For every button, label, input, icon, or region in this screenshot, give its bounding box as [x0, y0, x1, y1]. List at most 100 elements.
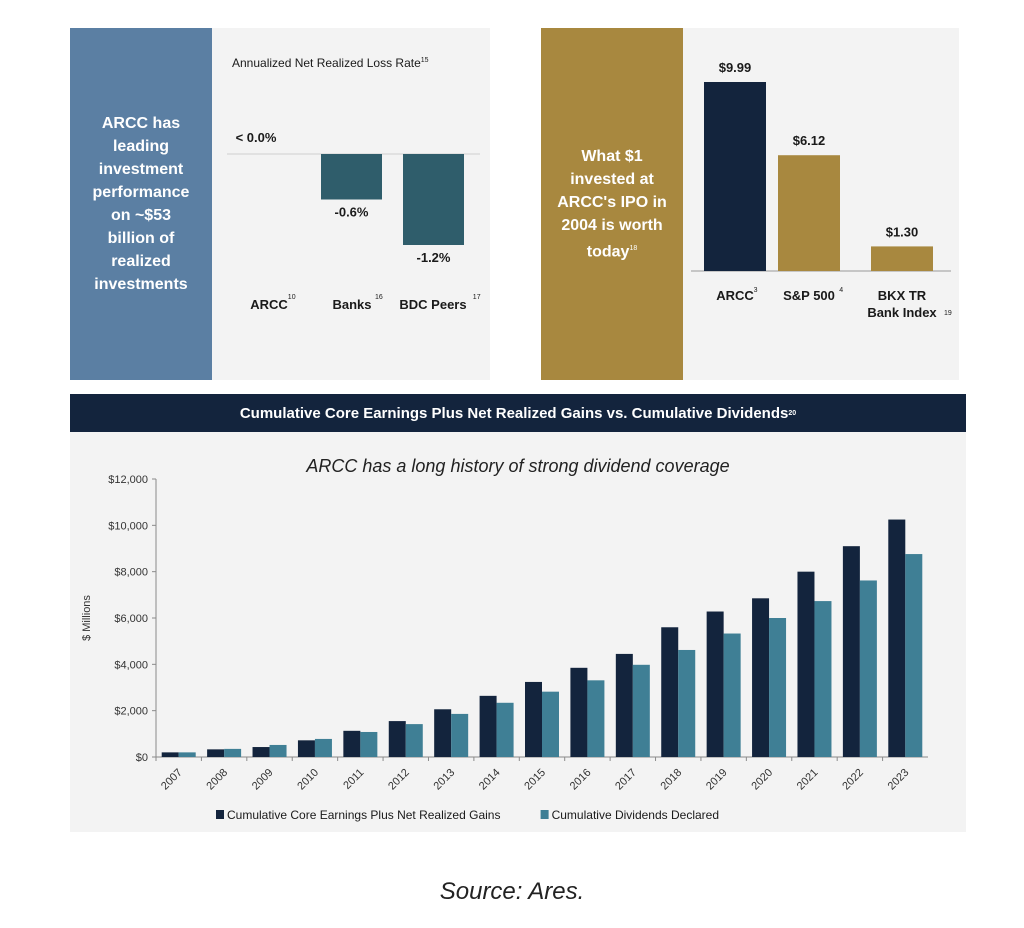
x-tick-label-5: 2012 [386, 767, 412, 793]
ipo-value-label-2: $1.30 [886, 224, 919, 239]
bar-s1-2023 [905, 554, 923, 757]
ipo-bar-0 [704, 82, 766, 271]
ipo-category-label-2-1: Bank Index [867, 305, 937, 320]
coverage-header: Cumulative Core Earnings Plus Net Realiz… [70, 394, 966, 432]
bar-s0-2015 [525, 681, 542, 757]
legend-swatch-0 [216, 810, 224, 819]
bar-s1-2021 [814, 601, 832, 757]
ipo-category-sup-1: 4 [839, 287, 843, 294]
x-tick-label-0: 2007 [159, 767, 185, 793]
bar-s1-2012 [405, 724, 423, 757]
y-tick-label-0: $0 [136, 752, 148, 764]
ipo-category-sup-0: 3 [754, 287, 758, 294]
y-tick-label-5: $10,000 [108, 520, 148, 532]
bar-s1-2019 [723, 633, 741, 757]
bar-s0-2022 [842, 546, 860, 757]
bar-s1-2013 [451, 713, 469, 757]
bar-s0-2020 [752, 598, 770, 757]
bar-s0-2013 [434, 709, 452, 757]
bar-s1-2016 [587, 680, 605, 757]
ipo-value-chart: $9.99 ARCC 3 $6.12 S&P 500 4 $1.30 BKX TR Bank I… [691, 60, 952, 320]
loss-bar-2 [403, 154, 464, 245]
ipo-category-sup-2: 19 [944, 310, 952, 317]
legend-label-0: Cumulative Core Earnings Plus Net Realiz… [227, 808, 500, 822]
legend-swatch-1 [540, 810, 549, 819]
loss-value-label-2: -1.2% [417, 250, 451, 265]
loss-category-sup-2: 17 [473, 294, 481, 301]
loss-rate-title-sup: 15 [420, 57, 429, 64]
loss-category-label-0: ARCC [250, 297, 288, 312]
performance-callout: ARCC has leading investment performance … [70, 28, 212, 380]
bar-s1-2020 [769, 618, 787, 757]
ipo-category-label-0-0: ARCC [716, 288, 754, 303]
x-tick-label-12: 2019 [704, 767, 730, 793]
bar-s0-2021 [797, 571, 815, 757]
loss-rate-chart: < 0.0% ARCC 10 -0.6% Banks 16 -1.2% BDC Peers 17 [227, 130, 481, 312]
coverage-chart: $0 $2,000 $4,000 $6,000 $8,000 $10,000 $12,000… [81, 474, 928, 822]
x-tick-label-3: 2010 [295, 767, 321, 793]
loss-value-label-1: -0.6% [335, 205, 369, 220]
ipo-bar-2 [871, 246, 933, 271]
bar-s1-2018 [678, 649, 696, 757]
ipo-category-label-1-0: S&P 500 [783, 288, 835, 303]
bar-s0-2023 [888, 519, 906, 757]
x-tick-label-9: 2016 [568, 767, 594, 793]
bar-s0-2007 [161, 752, 179, 757]
loss-category-label-2: BDC Peers [399, 297, 466, 312]
coverage-header-text: Cumulative Core Earnings Plus Net Realiz… [239, 404, 789, 422]
bar-s1-2014 [496, 702, 514, 757]
x-tick-label-6: 2013 [431, 767, 457, 793]
bar-s0-2017 [615, 653, 633, 757]
x-tick-label-16: 2023 [886, 767, 912, 793]
x-tick-label-2: 2009 [250, 767, 276, 793]
ipo-value-callout: What $1 invested at ARCC's IPO in 2004 i… [541, 28, 683, 380]
legend-label-1: Cumulative Dividends Declared [552, 808, 719, 822]
loss-rate-title-text: Annualized Net Realized Loss Rate [232, 56, 421, 70]
ipo-value-label-1: $6.12 [793, 133, 826, 148]
bar-s0-2019 [706, 611, 724, 757]
bar-s0-2009 [252, 747, 270, 757]
bar-s1-2010 [314, 738, 332, 757]
bar-s0-2016 [570, 667, 588, 757]
y-axis-label: $ Millions [81, 595, 93, 641]
bar-s1-2017 [632, 664, 650, 757]
x-tick-label-15: 2022 [840, 767, 866, 793]
x-tick-label-13: 2020 [749, 767, 775, 793]
loss-bar-1 [321, 154, 382, 200]
loss-category-sup-0: 10 [288, 294, 296, 301]
y-tick-label-2: $4,000 [114, 659, 148, 671]
bar-s0-2008 [207, 749, 225, 757]
ipo-value-callout-sup: 18 [629, 244, 638, 252]
loss-category-sup-1: 16 [375, 294, 383, 301]
bar-s1-2008 [224, 748, 242, 757]
bar-s0-2014 [479, 695, 497, 757]
bar-s1-2009 [269, 744, 287, 757]
x-tick-label-7: 2014 [477, 767, 503, 793]
x-tick-label-10: 2017 [613, 767, 639, 793]
bar-s1-2007 [178, 752, 196, 757]
bar-s1-2015 [542, 691, 559, 757]
x-tick-label-14: 2021 [795, 767, 821, 793]
bar-s0-2010 [297, 740, 315, 757]
bar-s0-2018 [661, 627, 679, 757]
loss-value-label-0: < 0.0% [236, 130, 277, 145]
ipo-bar-1 [778, 155, 840, 271]
y-tick-label-4: $8,000 [114, 567, 148, 579]
y-tick-label-6: $12,000 [108, 474, 148, 486]
ipo-value-label-0: $9.99 [719, 60, 752, 75]
bar-s1-2022 [859, 580, 877, 757]
bar-s0-2012 [388, 721, 406, 757]
coverage-subtitle: ARCC has a long history of strong divide… [306, 456, 730, 476]
x-tick-label-1: 2008 [204, 767, 230, 793]
x-tick-label-8: 2015 [522, 767, 548, 793]
ipo-category-label-2-0: BKX TR [878, 288, 927, 303]
source-note: Source: Ares. [439, 878, 585, 905]
y-tick-label-3: $6,000 [114, 613, 148, 625]
y-tick-label-1: $2,000 [114, 706, 148, 718]
ipo-value-callout-text: What $1 invested at ARCC's IPO in 2004 i… [557, 147, 667, 261]
coverage-header-sup: 20 [788, 409, 797, 417]
bar-s0-2011 [343, 730, 361, 757]
x-tick-label-11: 2018 [659, 767, 685, 793]
bar-s1-2011 [360, 731, 378, 757]
loss-rate-title: Annualized Net Realized Loss Rate15 [232, 56, 429, 70]
